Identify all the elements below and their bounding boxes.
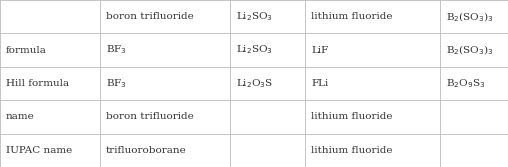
Text: FLi: FLi xyxy=(311,79,328,88)
Text: LiF: LiF xyxy=(311,46,328,55)
Text: lithium fluoride: lithium fluoride xyxy=(311,12,393,21)
Text: BF$_3$: BF$_3$ xyxy=(106,44,127,56)
Text: IUPAC name: IUPAC name xyxy=(6,146,72,155)
Text: Hill formula: Hill formula xyxy=(6,79,69,88)
Text: B$_2$(SO$_3$)$_3$: B$_2$(SO$_3$)$_3$ xyxy=(446,43,494,57)
Text: lithium fluoride: lithium fluoride xyxy=(311,112,393,121)
Text: name: name xyxy=(6,112,35,121)
Text: boron trifluoride: boron trifluoride xyxy=(106,12,194,21)
Text: Li$_2$O$_3$S: Li$_2$O$_3$S xyxy=(236,77,273,90)
Text: formula: formula xyxy=(6,46,47,55)
Text: BF$_3$: BF$_3$ xyxy=(106,77,127,90)
Text: trifluoroborane: trifluoroborane xyxy=(106,146,187,155)
Text: Li$_2$SO$_3$: Li$_2$SO$_3$ xyxy=(236,10,273,23)
Text: B$_2$O$_9$S$_3$: B$_2$O$_9$S$_3$ xyxy=(446,77,486,90)
Text: boron trifluoride: boron trifluoride xyxy=(106,112,194,121)
Text: lithium fluoride: lithium fluoride xyxy=(311,146,393,155)
Text: Li$_2$SO$_3$: Li$_2$SO$_3$ xyxy=(236,44,273,56)
Text: B$_2$(SO$_3$)$_3$: B$_2$(SO$_3$)$_3$ xyxy=(446,10,494,24)
